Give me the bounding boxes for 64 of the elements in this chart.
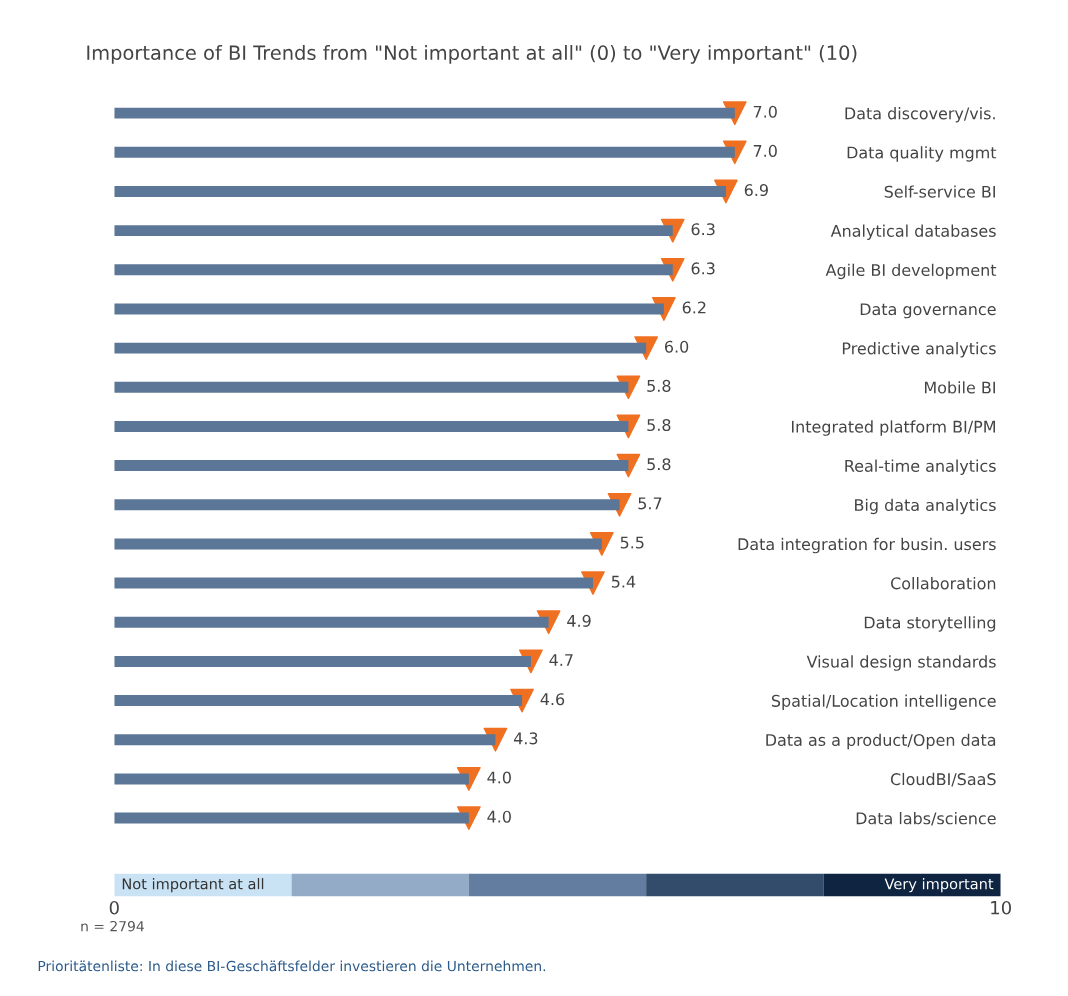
text: n = 2794: [81, 920, 144, 932]
y-tick-label: Self-service BI: [884, 185, 995, 198]
text: Very important: [884, 878, 994, 893]
bar: [114, 185, 726, 197]
bar: [114, 381, 629, 393]
y-tick-label: Data integration for busin. users: [738, 537, 996, 554]
data-label: 5.4: [611, 575, 636, 588]
data-label: 6.0: [664, 340, 689, 353]
text: Not important at all: [122, 878, 264, 893]
text: Prioritätenliste: In diese BI-Geschäftsfelder investieren die Unternehmen.: [38, 960, 546, 972]
data-label: 5.8: [647, 419, 671, 432]
data-label: 4.6: [540, 693, 565, 706]
bar: [114, 420, 629, 432]
bar: [114, 225, 673, 237]
bar: [114, 538, 602, 550]
data-label: 7.0: [753, 105, 777, 118]
data-label: 6.3: [691, 262, 715, 275]
data-label: 5.8: [647, 379, 671, 392]
bar: [114, 773, 469, 785]
bar: [114, 812, 469, 824]
y-tick-label: Integrated platform BI/PM: [791, 420, 995, 436]
bar: [114, 616, 549, 628]
y-tick-label: Analytical databases: [830, 224, 996, 241]
bar: [114, 342, 647, 354]
bar: [114, 146, 735, 158]
y-tick-label: Big data analytics: [855, 498, 996, 515]
data-label: 4.9: [567, 614, 591, 627]
y-tick-label: Real-time analytics: [845, 459, 996, 475]
y-tick-label: Data governance: [860, 303, 996, 319]
x-tick-label: 0: [109, 900, 119, 915]
bar: [114, 655, 531, 667]
y-tick-label: Data storytelling: [864, 616, 996, 632]
data-label: 4.7: [549, 654, 573, 666]
y-tick-label: Data labs/science: [856, 812, 996, 826]
bar: [114, 264, 673, 276]
data-label: 6.2: [682, 301, 706, 314]
data-label: 4.0: [487, 771, 511, 784]
y-tick-label: Collaboration: [891, 577, 996, 590]
data-label: 4.3: [513, 732, 538, 745]
y-tick-label: Data quality mgmt: [847, 146, 997, 162]
data-label: 7.0: [753, 144, 777, 157]
y-tick-label: Visual design standards: [806, 655, 996, 671]
y-tick-label: Agile BI development: [825, 263, 997, 280]
bar: [114, 577, 593, 589]
data-label: 5.8: [647, 458, 671, 471]
bar: [114, 734, 496, 746]
data-label: 4.0: [487, 810, 511, 823]
chart-title: Importance of BI Trends from "Not important at all" (0) to "Very important" (10): [87, 44, 857, 64]
y-tick-label: Predictive analytics: [842, 342, 996, 358]
y-tick-label: CloudBI/SaaS: [890, 772, 996, 787]
data-label: 5.5: [620, 536, 644, 549]
bar: [114, 695, 523, 707]
bar: [114, 107, 735, 119]
y-tick-label: Data discovery/vis.: [845, 107, 995, 123]
data-label: 6.3: [691, 223, 715, 236]
y-tick-label: Spatial/Location intelligence: [771, 694, 996, 710]
data-label: 6.9: [744, 184, 768, 197]
y-tick-label: Data as a product/Open data: [766, 733, 996, 750]
bar: [114, 460, 629, 472]
data-label: 5.7: [638, 497, 662, 510]
bar: [114, 303, 664, 315]
y-tick-label: Mobile BI: [924, 381, 995, 394]
bar: [114, 499, 620, 511]
x-tick-label: 10: [991, 900, 1011, 915]
